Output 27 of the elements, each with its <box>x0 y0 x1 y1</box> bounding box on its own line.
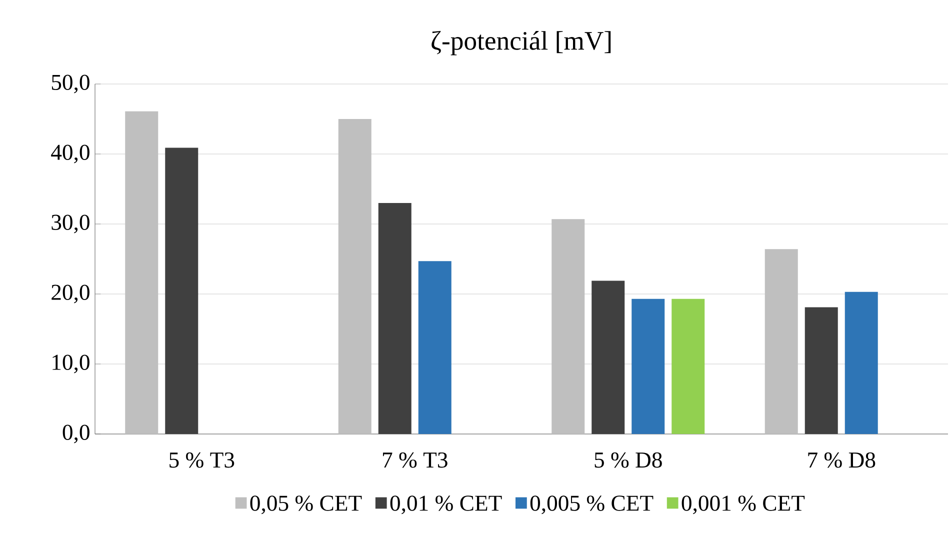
y-tick-label: 20,0 <box>52 284 90 304</box>
bar <box>672 298 705 434</box>
bar <box>592 280 625 434</box>
bar <box>165 148 198 434</box>
y-tick-label: 10,0 <box>52 354 90 374</box>
x-tick-label: 5 % D8 <box>594 452 662 468</box>
y-tick-label: 40,0 <box>51 144 90 164</box>
y-tick-label: 0,0 <box>62 424 90 444</box>
bar <box>632 298 665 434</box>
chart-title: ζ-potenciál [mV] <box>432 30 611 56</box>
bar <box>378 202 412 434</box>
bar <box>844 292 878 434</box>
x-tick-label: 7 % D8 <box>808 452 876 468</box>
bar <box>552 219 585 434</box>
legend-label: 0,01 % CET <box>390 496 502 514</box>
bar <box>338 118 372 434</box>
y-tick-label: 50,0 <box>52 74 90 94</box>
legend-label: 0,05 % CET <box>250 496 362 514</box>
x-tick-label: 7 % T3 <box>383 452 448 468</box>
bar <box>125 111 158 434</box>
bar <box>418 261 452 434</box>
bar <box>764 249 798 434</box>
legend-label: 0,001 % CET <box>682 496 805 514</box>
legend-label: 0,005 % CET <box>530 496 654 514</box>
bar <box>804 307 838 434</box>
y-tick-label: 30,0 <box>52 214 90 234</box>
x-tick-label: 5 % T3 <box>170 452 234 468</box>
